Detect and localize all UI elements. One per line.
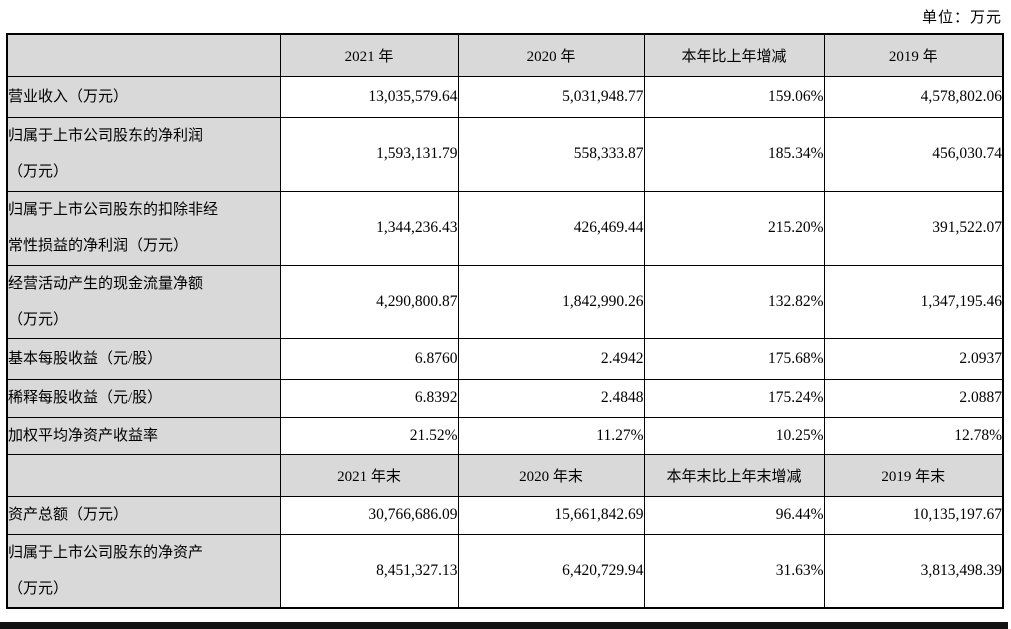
table-cell: 6.8760 <box>279 337 459 380</box>
header-blank-cell <box>6 33 281 77</box>
header-cell-yoy-change: 本年比上年增减 <box>643 33 825 77</box>
table-cell: 159.06% <box>643 75 825 118</box>
table-row-operating-cash-flow: 经营活动产生的现金流量净额 （万元） 4,290,800.87 1,842,99… <box>6 264 1004 339</box>
table-row-net-profit-excl-nonrecurring: 归属于上市公司股东的扣除非经 常性损益的净利润（万元） 1,344,236.43… <box>6 190 1004 266</box>
header-blank-cell <box>6 453 281 497</box>
table-row-weighted-avg-roe: 加权平均净资产收益率 21.52% 11.27% 10.25% 12.78% <box>6 416 1004 455</box>
table-cell: 15,661,842.69 <box>457 495 645 535</box>
cutoff-row-strip <box>0 622 1008 629</box>
table-row-total-assets: 资产总额（万元） 30,766,686.09 15,661,842.69 96.… <box>6 495 1004 535</box>
table-cell: 175.68% <box>643 337 825 380</box>
unit-label: 单位：万元 <box>921 10 1002 26</box>
table-cell: 1,842,990.26 <box>457 264 645 339</box>
table-row-diluted-eps: 稀释每股收益（元/股） 6.8392 2.4848 175.24% 2.0887 <box>6 378 1004 418</box>
table-cell: 215.20% <box>643 190 825 266</box>
table-cell: 391,522.07 <box>823 190 1004 266</box>
table-cell: 185.34% <box>643 116 825 192</box>
table-cell: 1,344,236.43 <box>279 190 459 266</box>
header-cell-2020-yearend: 2020 年末 <box>457 453 645 497</box>
header-row-yearend: 2021 年末 2020 年末 本年末比上年末增减 2019 年末 <box>6 453 1004 497</box>
row-label: 加权平均净资产收益率 <box>6 416 281 455</box>
key-financials-table: 2021 年 2020 年 本年比上年增减 2019 年 营业收入（万元） 13… <box>6 33 1004 609</box>
table-cell: 2.0887 <box>823 378 1004 418</box>
table-cell: 31.63% <box>643 533 825 608</box>
table-row-revenue: 营业收入（万元） 13,035,579.64 5,031,948.77 159.… <box>6 75 1004 118</box>
table-cell: 6.8392 <box>279 378 459 418</box>
row-label: 稀释每股收益（元/股） <box>6 378 281 418</box>
header-cell-2021: 2021 年 <box>279 33 459 77</box>
header-row-annual: 2021 年 2020 年 本年比上年增减 2019 年 <box>6 33 1004 77</box>
table-cell: 2.4942 <box>457 337 645 380</box>
row-label: 经营活动产生的现金流量净额 （万元） <box>6 264 281 339</box>
table-cell: 2.4848 <box>457 378 645 418</box>
row-label: 基本每股收益（元/股） <box>6 337 281 380</box>
header-cell-yearend-change: 本年末比上年末增减 <box>643 453 825 497</box>
table-cell: 175.24% <box>643 378 825 418</box>
table-cell: 5,031,948.77 <box>457 75 645 118</box>
table-cell: 4,578,802.06 <box>823 75 1004 118</box>
table-cell: 13,035,579.64 <box>279 75 459 118</box>
table-cell: 456,030.74 <box>823 116 1004 192</box>
table-cell: 426,469.44 <box>457 190 645 266</box>
table-cell: 1,593,131.79 <box>279 116 459 192</box>
table-cell: 96.44% <box>643 495 825 535</box>
table-row-basic-eps: 基本每股收益（元/股） 6.8760 2.4942 175.68% 2.0937 <box>6 337 1004 380</box>
table-cell: 30,766,686.09 <box>279 495 459 535</box>
table-cell: 12.78% <box>823 416 1004 455</box>
table-row-net-assets: 归属于上市公司股东的净资产 （万元） 8,451,327.13 6,420,72… <box>6 533 1004 608</box>
table-cell: 4,290,800.87 <box>279 264 459 339</box>
row-label: 归属于上市公司股东的净利润 （万元） <box>6 116 281 192</box>
row-label: 营业收入（万元） <box>6 75 281 118</box>
table-cell: 3,813,498.39 <box>823 533 1004 608</box>
table-cell: 10.25% <box>643 416 825 455</box>
table-cell: 1,347,195.46 <box>823 264 1004 339</box>
row-label: 资产总额（万元） <box>6 495 281 535</box>
table-cell: 8,451,327.13 <box>279 533 459 608</box>
header-cell-2021-yearend: 2021 年末 <box>279 453 459 497</box>
header-cell-2019: 2019 年 <box>823 33 1004 77</box>
table-cell: 2.0937 <box>823 337 1004 380</box>
table-cell: 10,135,197.67 <box>823 495 1004 535</box>
row-label: 归属于上市公司股东的净资产 （万元） <box>6 533 281 608</box>
table-cell: 132.82% <box>643 264 825 339</box>
table-cell: 558,333.87 <box>457 116 645 192</box>
header-cell-2019-yearend: 2019 年末 <box>823 453 1004 497</box>
row-label: 归属于上市公司股东的扣除非经 常性损益的净利润（万元） <box>6 190 281 266</box>
table-cell: 11.27% <box>457 416 645 455</box>
table-cell: 21.52% <box>279 416 459 455</box>
table-row-net-profit: 归属于上市公司股东的净利润 （万元） 1,593,131.79 558,333.… <box>6 116 1004 192</box>
header-cell-2020: 2020 年 <box>457 33 645 77</box>
table-cell: 6,420,729.94 <box>457 533 645 608</box>
